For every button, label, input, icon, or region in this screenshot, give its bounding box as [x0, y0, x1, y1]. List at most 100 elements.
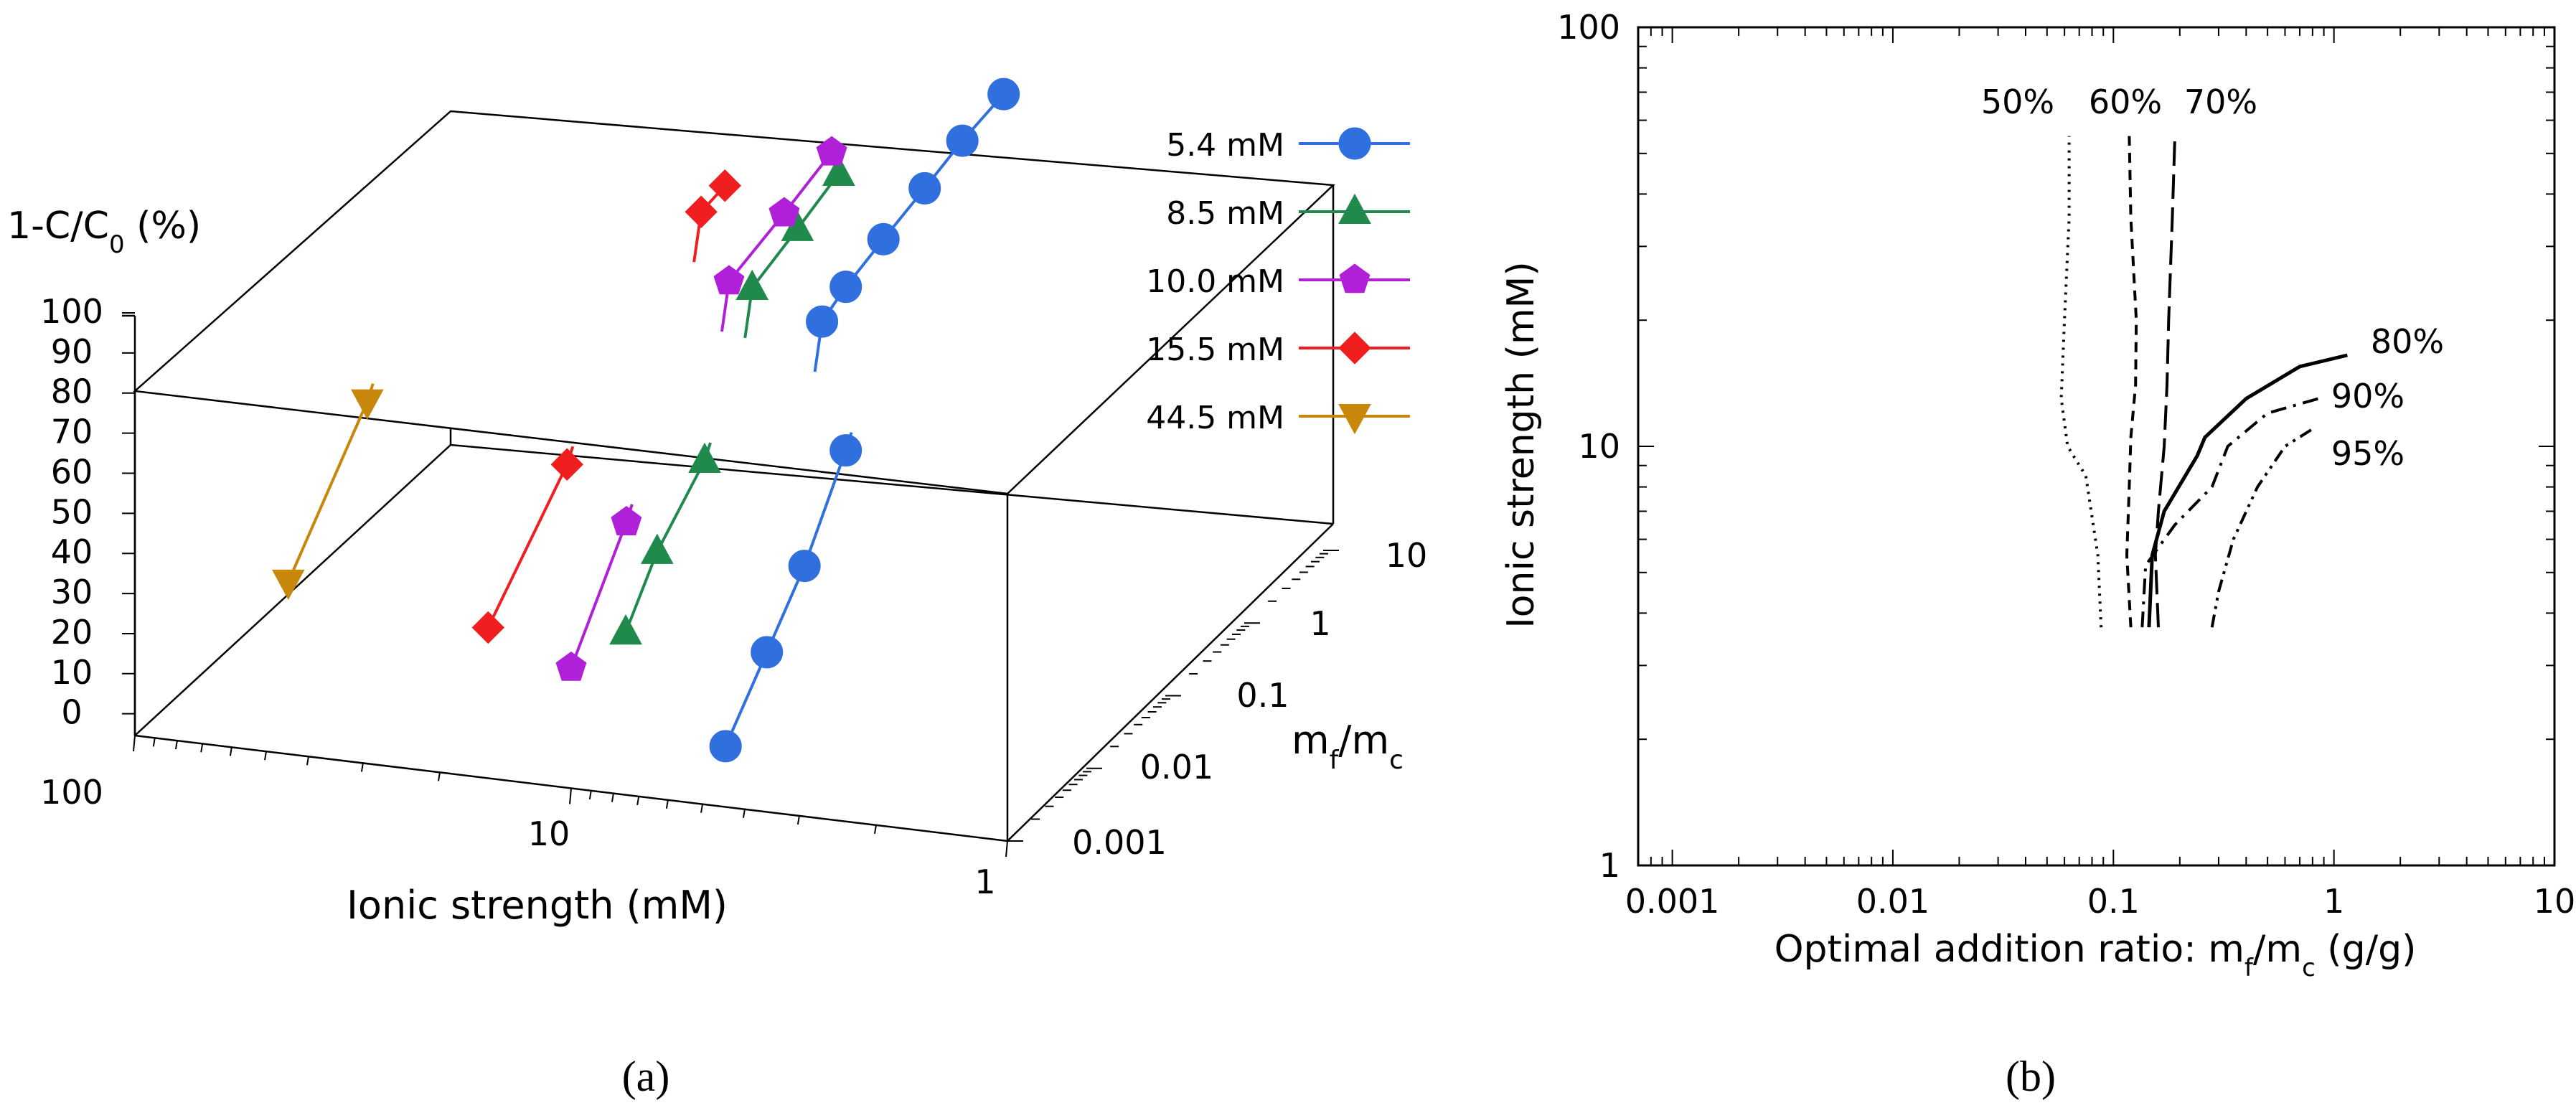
- legend-label: 10.0 mM: [1146, 263, 1284, 300]
- plot-frame-b: [1637, 26, 2556, 867]
- data-point: [555, 651, 587, 681]
- z-tick-label: 50: [51, 492, 93, 531]
- curve-label: 50%: [1981, 83, 2054, 121]
- b-ylabel: Ionic strength (mM): [1500, 261, 1543, 628]
- data-point: [829, 271, 862, 304]
- curve-label: 70%: [2184, 83, 2257, 121]
- plane-80: [133, 110, 1335, 495]
- z-tick-label: 40: [51, 532, 93, 571]
- x-tick: [873, 825, 877, 835]
- legend-label: 15.5 mM: [1146, 332, 1284, 368]
- curve-label: 80%: [2371, 322, 2444, 361]
- series-line: [624, 460, 706, 633]
- b-xlabel: Optimal addition ratio: mf/mc (g/g): [1774, 928, 2417, 982]
- x-tick: [360, 763, 364, 772]
- data-point: [713, 265, 745, 295]
- y-axis-label: mf/mc: [1292, 718, 1404, 775]
- b-y-tick-label: 1: [1599, 846, 1620, 885]
- curve-50pct: [2059, 136, 2103, 628]
- z-tick-label: 10: [51, 653, 93, 692]
- panel-label-a: (a): [622, 1053, 670, 1100]
- data-point: [550, 448, 583, 481]
- data-point: [908, 172, 941, 205]
- panel-b-line-chart: 0.001 0.01 0.1 1 10 100 10 1 50% 60% 70% 80% 90% 95%: [1557, 8, 2575, 921]
- x-tick: [569, 788, 572, 804]
- z-tick-label: 100: [40, 292, 103, 331]
- curve-80pct: [2147, 353, 2348, 628]
- curve-95pct: [2210, 428, 2313, 628]
- x-tick-label: 100: [40, 773, 103, 812]
- data-point: [822, 155, 855, 186]
- x-tick: [229, 747, 232, 756]
- panel-a-series: [271, 77, 1020, 763]
- b-x-tick-label: 0.1: [2087, 882, 2140, 921]
- b-curve-labels: 50% 60% 70% 80% 90% 95%: [1981, 83, 2444, 473]
- b-y-tick-label: 10: [1578, 427, 1620, 466]
- data-point: [611, 506, 642, 535]
- series-44.5mM: [271, 382, 384, 601]
- data-point: [640, 533, 674, 564]
- legend-label: 44.5 mM: [1146, 400, 1284, 436]
- x-tick: [437, 772, 441, 781]
- data-point: [685, 195, 718, 228]
- data-point: [806, 305, 839, 338]
- data-point: [788, 550, 821, 583]
- series-5.4mM: [709, 77, 1020, 763]
- z-tick-label: 70: [51, 413, 93, 451]
- x-tick-label: 1: [974, 863, 995, 901]
- series-line: [286, 400, 369, 583]
- legend-marker: [1338, 332, 1371, 365]
- x-tick: [700, 804, 704, 813]
- z-axis-label: 1-C/C0 (%): [7, 205, 201, 259]
- data-point: [829, 434, 862, 467]
- series-8.5mM: [609, 155, 855, 645]
- x-tick: [200, 743, 204, 753]
- series-15.5mM: [471, 169, 741, 644]
- x-axis-label: Ionic strength (mM): [347, 883, 728, 928]
- y-tick-label: 0.01: [1140, 748, 1213, 786]
- panel-a-legend: 5.4 mM 8.5 mM 10.0 mM 15.5 mM 44.5 mM: [1146, 127, 1410, 436]
- b-ticks: 0.001 0.01 0.1 1 10 100 10 1: [1557, 8, 2575, 921]
- data-point: [609, 614, 642, 645]
- z-tick-label: 60: [51, 452, 93, 491]
- legend-marker: [1339, 263, 1371, 293]
- curve-90pct: [2140, 397, 2319, 628]
- legend-marker: [1338, 404, 1371, 435]
- z-tick-label: 30: [51, 573, 93, 611]
- x-tick: [133, 735, 136, 752]
- curve-label: 95%: [2331, 434, 2405, 473]
- x-tick: [588, 790, 592, 800]
- data-point: [271, 569, 305, 601]
- legend-label: 8.5 mM: [1166, 195, 1284, 232]
- x-tick: [665, 799, 669, 809]
- data-point: [867, 222, 900, 255]
- legend-marker: [1338, 193, 1371, 224]
- z-tick-label: 90: [51, 332, 93, 371]
- x-tick: [264, 751, 268, 761]
- curve-60pct: [2125, 136, 2138, 628]
- b-y-tick-label: 100: [1557, 8, 1620, 47]
- y-tick-labels: 10 1 0.1 0.01 0.001: [1007, 536, 1427, 862]
- x-tick: [306, 756, 309, 766]
- x-tick: [174, 740, 178, 750]
- data-point: [350, 389, 384, 420]
- x-tick: [1005, 840, 1008, 858]
- b-x-tick-label: 10: [2534, 882, 2576, 921]
- legend-label: 5.4 mM: [1166, 127, 1284, 164]
- curve-70pct: [2153, 136, 2176, 628]
- y-tick-label: 0.001: [1072, 823, 1167, 862]
- b-x-tick-label: 0.001: [1625, 882, 1720, 921]
- box-right-bottom: [1007, 523, 1334, 842]
- z-tick-label: 80: [51, 372, 93, 411]
- curve-label: 60%: [2089, 83, 2162, 121]
- b-x-tick-label: 1: [2323, 882, 2344, 921]
- data-point: [946, 124, 979, 157]
- z-tick-label: 20: [51, 613, 93, 652]
- panel-label-b: (b): [2006, 1053, 2056, 1100]
- x-tick: [796, 815, 800, 825]
- x-tick-label: 10: [528, 814, 570, 853]
- data-point: [768, 197, 800, 227]
- data-point: [816, 136, 847, 166]
